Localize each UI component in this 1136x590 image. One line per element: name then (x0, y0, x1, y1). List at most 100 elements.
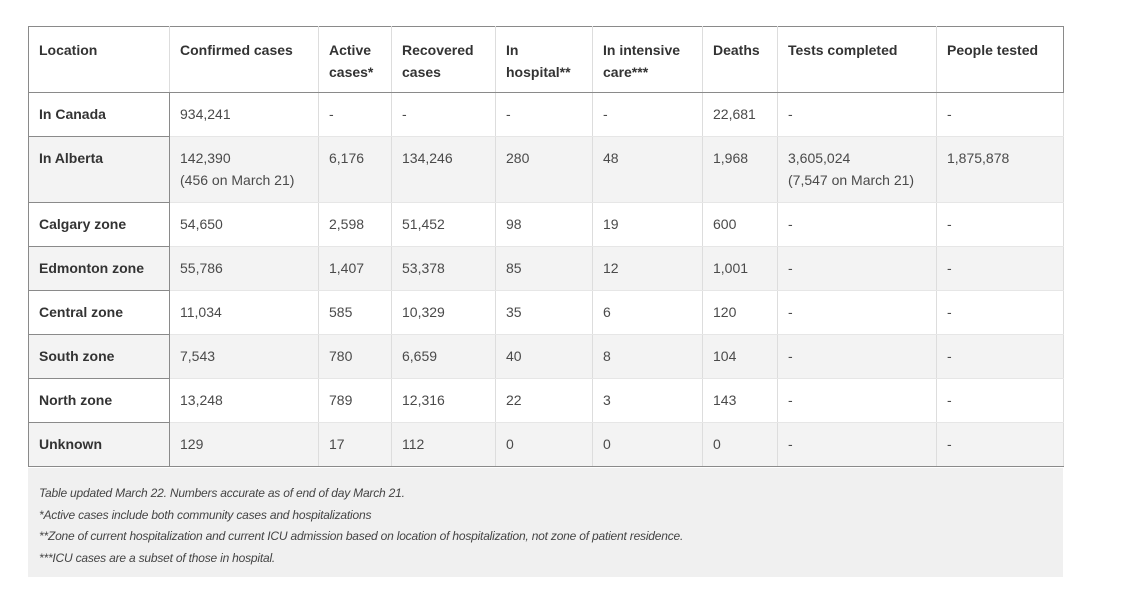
cell-hospital: 85 (495, 246, 593, 291)
table-row: In Alberta 142,390 (456 on March 21) 6,1… (28, 136, 1064, 203)
cell-confirmed-value: 142,390 (180, 150, 231, 166)
cell-hospital: 35 (495, 290, 593, 335)
row-location: In Canada (28, 92, 170, 137)
cell-deaths: 22,681 (702, 92, 778, 137)
row-location: Central zone (28, 290, 170, 335)
cell-icu: 48 (592, 136, 703, 203)
cell-icu: 12 (592, 246, 703, 291)
row-location: Calgary zone (28, 202, 170, 247)
cell-active: - (318, 92, 392, 137)
cell-deaths: 600 (702, 202, 778, 247)
cell-recovered: - (391, 92, 496, 137)
cell-hospital: 0 (495, 422, 593, 467)
header-active-cases: Active cases* (318, 26, 392, 93)
cell-people-tested: - (936, 92, 1064, 137)
cell-recovered: 12,316 (391, 378, 496, 423)
header-tests-completed: Tests completed (777, 26, 937, 93)
cell-tests: - (777, 246, 937, 291)
cell-tests: - (777, 290, 937, 335)
footnote-icu-cases: ***ICU cases are a subset of those in ho… (39, 550, 276, 565)
table-row: Central zone 11,034 585 10,329 35 6 120 … (28, 290, 1064, 335)
cell-tests-daily-note: (7,547 on March 21) (788, 172, 915, 188)
cell-hospital: 22 (495, 378, 593, 423)
cell-active: 1,407 (318, 246, 392, 291)
cell-hospital: 98 (495, 202, 593, 247)
table-row: South zone 7,543 780 6,659 40 8 104 - - (28, 334, 1064, 379)
cell-people-tested: - (936, 422, 1064, 467)
cell-tests: - (777, 92, 937, 137)
covid-stats-table: Location Confirmed cases Active cases* R… (28, 26, 1064, 467)
cell-confirmed: 54,650 (169, 202, 319, 247)
header-people-tested: People tested (936, 26, 1064, 93)
table-header-row: Location Confirmed cases Active cases* R… (28, 26, 1064, 93)
cell-icu: 19 (592, 202, 703, 247)
table-row: Calgary zone 54,650 2,598 51,452 98 19 6… (28, 202, 1064, 247)
cell-people-tested: - (936, 334, 1064, 379)
cell-icu: - (592, 92, 703, 137)
cell-tests: - (777, 334, 937, 379)
cell-tests: - (777, 378, 937, 423)
header-confirmed-cases: Confirmed cases (169, 26, 319, 93)
row-location: Unknown (28, 422, 170, 467)
cell-active: 2,598 (318, 202, 392, 247)
cell-active: 17 (318, 422, 392, 467)
header-deaths: Deaths (702, 26, 778, 93)
cell-deaths: 120 (702, 290, 778, 335)
header-in-hospital: In hospital** (495, 26, 593, 93)
cell-confirmed: 7,543 (169, 334, 319, 379)
cell-confirmed: 129 (169, 422, 319, 467)
header-location: Location (28, 26, 170, 93)
cell-people-tested: 1,875,878 (936, 136, 1064, 203)
cell-people-tested: - (936, 378, 1064, 423)
table-row: In Canada 934,241 - - - - 22,681 - - (28, 92, 1064, 137)
cell-people-tested: - (936, 202, 1064, 247)
header-recovered-cases: Recovered cases (391, 26, 496, 93)
cell-confirmed: 13,248 (169, 378, 319, 423)
cell-deaths: 1,968 (702, 136, 778, 203)
cell-confirmed: 142,390 (456 on March 21) (169, 136, 319, 203)
row-location: Edmonton zone (28, 246, 170, 291)
cell-hospital: 40 (495, 334, 593, 379)
cell-icu: 0 (592, 422, 703, 467)
cell-recovered: 51,452 (391, 202, 496, 247)
table-row: Edmonton zone 55,786 1,407 53,378 85 12 … (28, 246, 1064, 291)
cell-confirmed: 11,034 (169, 290, 319, 335)
cell-active: 780 (318, 334, 392, 379)
cell-recovered: 53,378 (391, 246, 496, 291)
cell-hospital: 280 (495, 136, 593, 203)
table-row: North zone 13,248 789 12,316 22 3 143 - … (28, 378, 1064, 423)
cell-active: 585 (318, 290, 392, 335)
cell-deaths: 0 (702, 422, 778, 467)
footnote-hospitalization-zone: **Zone of current hospitalization and cu… (39, 529, 684, 543)
cell-active: 6,176 (318, 136, 392, 203)
row-location: South zone (28, 334, 170, 379)
cell-recovered: 134,246 (391, 136, 496, 203)
footnote-active-cases: *Active cases include both community cas… (39, 507, 372, 522)
row-location: In Alberta (28, 136, 170, 203)
cell-people-tested: - (936, 290, 1064, 335)
table-row: Unknown 129 17 112 0 0 0 - - (28, 422, 1064, 467)
cell-deaths: 1,001 (702, 246, 778, 291)
cell-deaths: 104 (702, 334, 778, 379)
cell-confirmed-daily-note: (456 on March 21) (180, 172, 295, 188)
cell-people-tested: - (936, 246, 1064, 291)
cell-tests: - (777, 202, 937, 247)
table-footnotes: Table updated March 22. Numbers accurate… (28, 468, 1063, 577)
cell-confirmed: 934,241 (169, 92, 319, 137)
row-location: North zone (28, 378, 170, 423)
cell-active: 789 (318, 378, 392, 423)
cell-recovered: 10,329 (391, 290, 496, 335)
cell-confirmed: 55,786 (169, 246, 319, 291)
covid-stats-table-container: Location Confirmed cases Active cases* R… (28, 26, 1064, 467)
cell-tests-value: 3,605,024 (788, 150, 851, 166)
footnote-updated: Table updated March 22. Numbers accurate… (39, 486, 405, 500)
cell-icu: 8 (592, 334, 703, 379)
cell-hospital: - (495, 92, 593, 137)
cell-icu: 3 (592, 378, 703, 423)
cell-recovered: 112 (391, 422, 496, 467)
cell-deaths: 143 (702, 378, 778, 423)
cell-tests: 3,605,024 (7,547 on March 21) (777, 136, 937, 203)
cell-icu: 6 (592, 290, 703, 335)
cell-tests: - (777, 422, 937, 467)
cell-recovered: 6,659 (391, 334, 496, 379)
